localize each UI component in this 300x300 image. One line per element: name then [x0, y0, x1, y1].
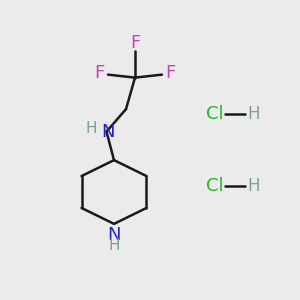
Text: H: H	[108, 238, 120, 253]
Text: Cl: Cl	[206, 177, 223, 195]
Text: F: F	[130, 34, 140, 52]
Text: H: H	[247, 105, 260, 123]
Text: H: H	[247, 177, 260, 195]
Text: H: H	[85, 121, 97, 136]
Text: F: F	[165, 64, 176, 82]
Text: N: N	[101, 123, 115, 141]
Text: F: F	[94, 64, 105, 82]
Text: Cl: Cl	[206, 105, 223, 123]
Text: N: N	[107, 226, 121, 244]
